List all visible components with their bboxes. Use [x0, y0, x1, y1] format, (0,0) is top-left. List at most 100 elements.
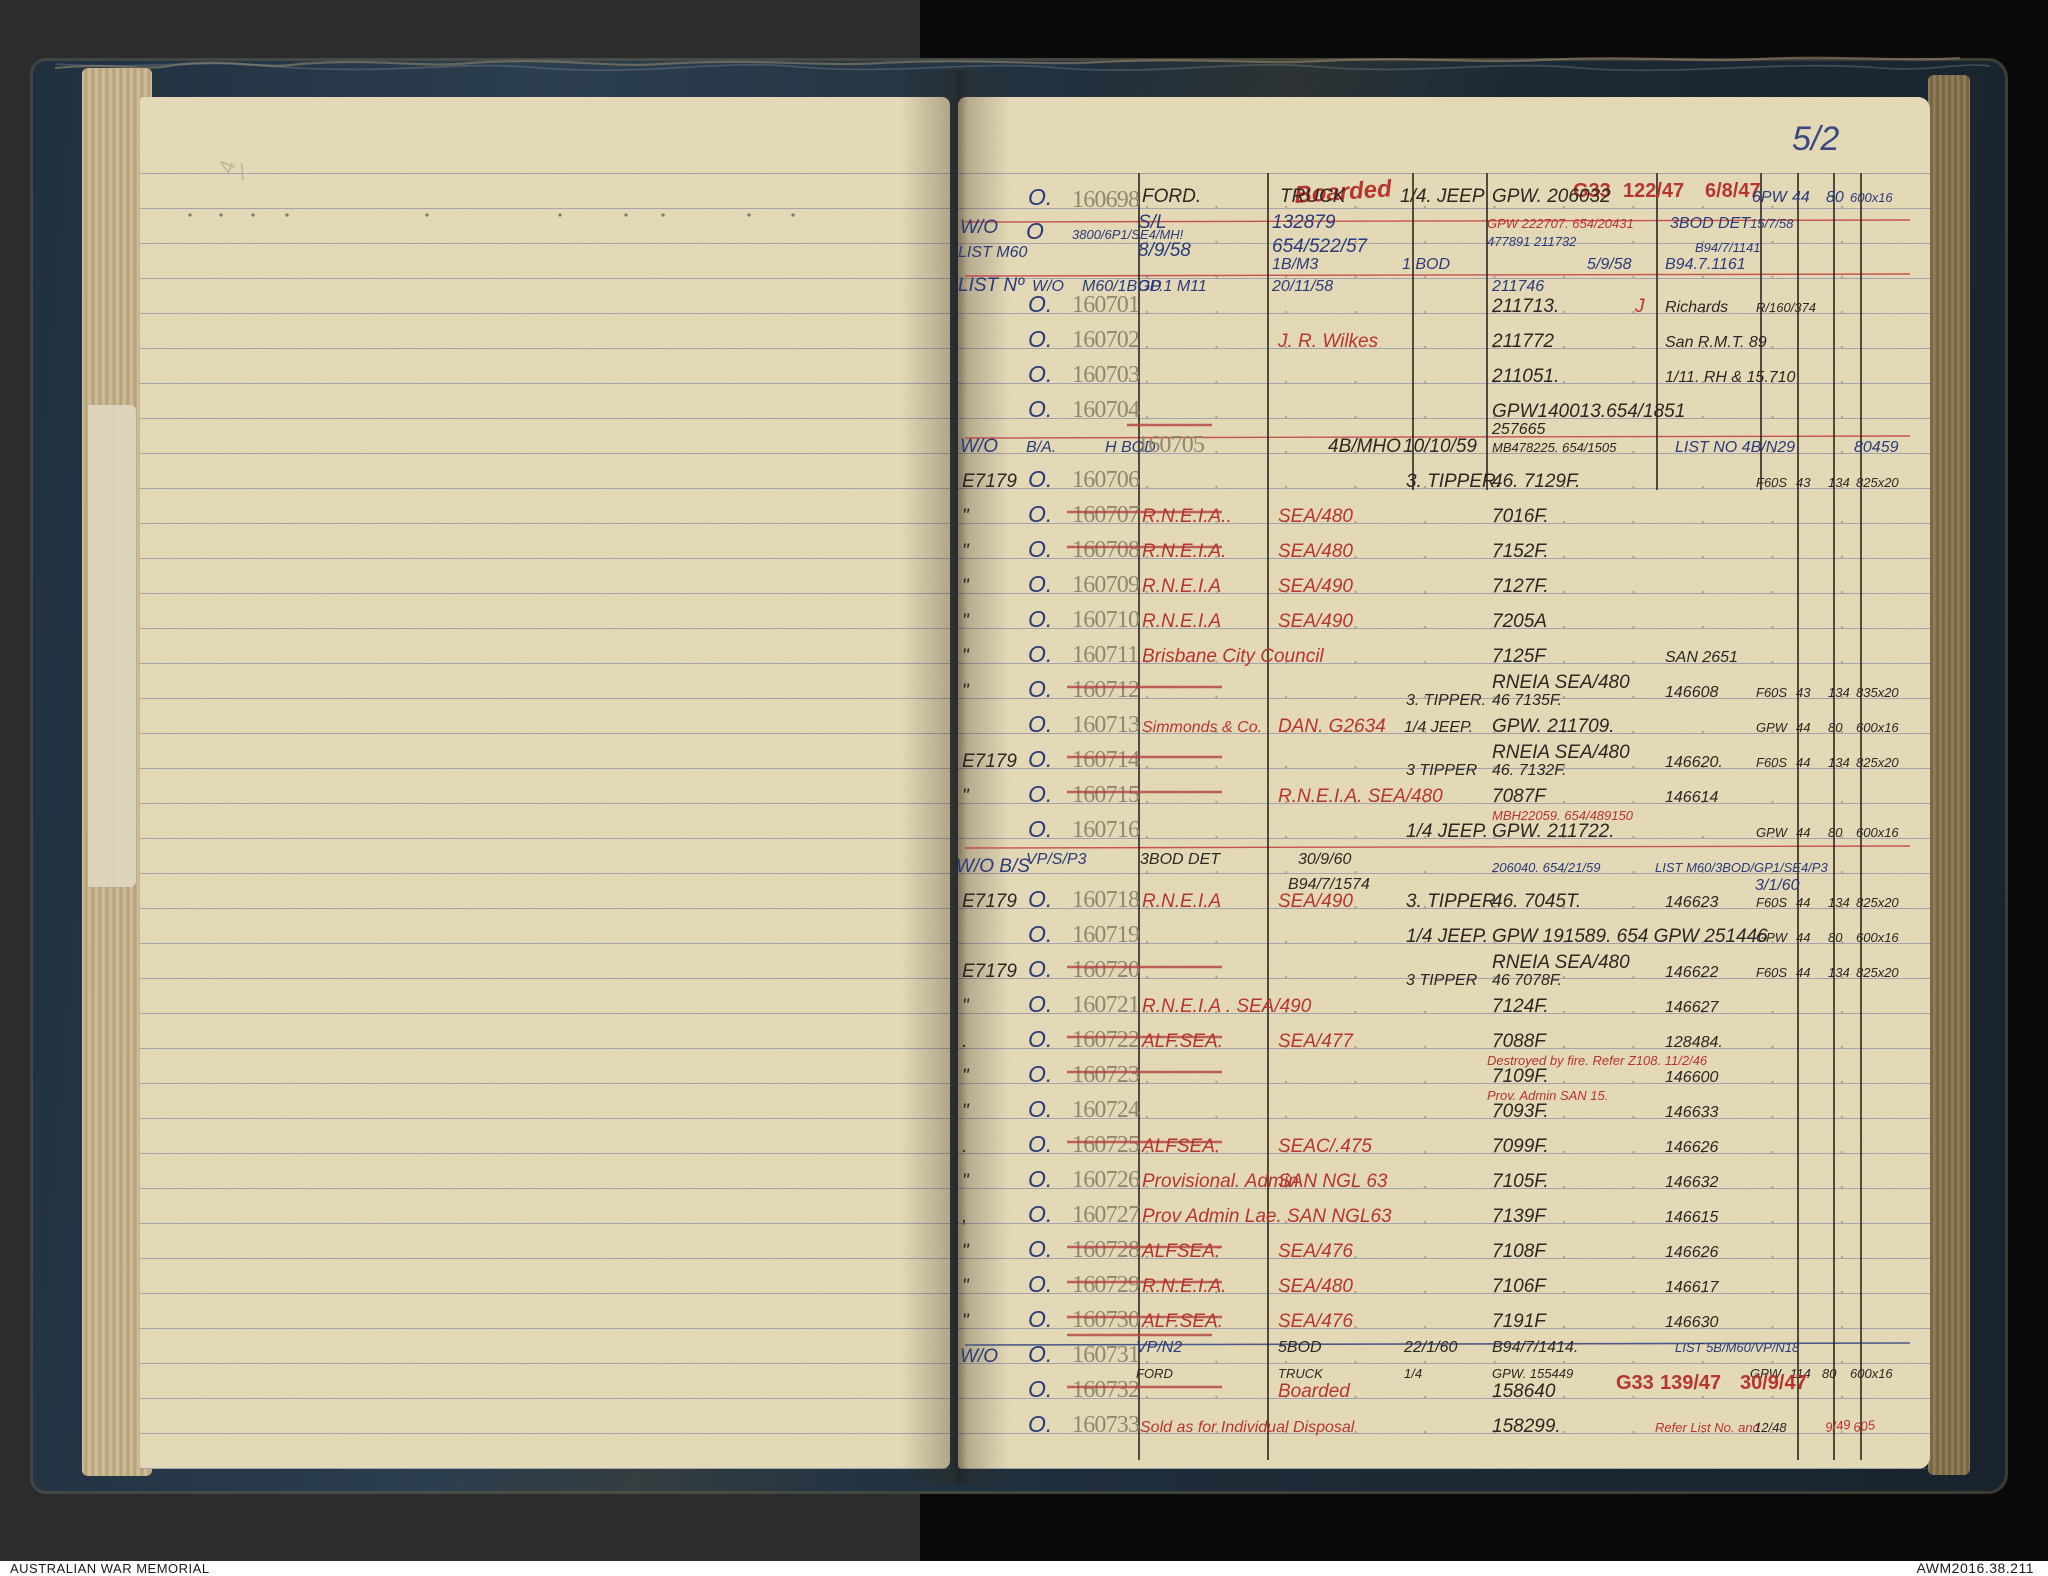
- svg-text:160724: 160724: [1072, 1097, 1140, 1123]
- svg-text:W/O: W/O: [960, 436, 998, 457]
- svg-text:146630: 146630: [1665, 1314, 1718, 1331]
- svg-text:605: 605: [1852, 1417, 1876, 1435]
- svg-text:Prov. Admin SAN 15.: Prov. Admin SAN 15.: [1487, 1088, 1608, 1103]
- svg-text:146614: 146614: [1665, 789, 1718, 806]
- svg-text:7139F: 7139F: [1492, 1206, 1547, 1227]
- svg-text:46. 7129F.: 46. 7129F.: [1492, 471, 1580, 492]
- svg-text:B94/7/1414.: B94/7/1414.: [1492, 1339, 1578, 1356]
- svg-text:DAN. G2634: DAN. G2634: [1278, 716, 1386, 737]
- svg-text:LIST 5B/M60/VP/N18: LIST 5B/M60/VP/N18: [1675, 1340, 1800, 1355]
- svg-text:160726: 160726: [1072, 1167, 1140, 1193]
- svg-text:GPW 191589. 654 GPW 251446: GPW 191589. 654 GPW 251446: [1492, 926, 1768, 947]
- svg-text:F60S: F60S: [1756, 965, 1787, 980]
- svg-text:7205A: 7205A: [1492, 611, 1547, 632]
- svg-text:5BOD: 5BOD: [1278, 1339, 1322, 1356]
- svg-text:80459: 80459: [1854, 439, 1899, 456]
- svg-text:160712: 160712: [1072, 677, 1139, 703]
- svg-text:160722: 160722: [1072, 1027, 1139, 1053]
- svg-text:1/4 JEEP.: 1/4 JEEP.: [1406, 926, 1488, 947]
- svg-text:477891 211732: 477891 211732: [1487, 234, 1577, 249]
- svg-text:80: 80: [1826, 189, 1844, 206]
- svg-text:160729: 160729: [1072, 1272, 1140, 1298]
- svg-text:SEA/480: SEA/480: [1278, 541, 1353, 562]
- svg-text:5/2: 5/2: [1792, 120, 1839, 158]
- svg-text:160705: 160705: [1137, 432, 1205, 458]
- svg-text:160698: 160698: [1072, 187, 1140, 213]
- svg-text:SEA/490: SEA/490: [1278, 891, 1353, 912]
- svg-text:O.: O.: [1028, 1341, 1052, 1367]
- svg-text:132879: 132879: [1272, 212, 1336, 233]
- svg-text:O.: O.: [1028, 571, 1052, 597]
- svg-text:LIST M60/3BOD/GP1/SE4/P3: LIST M60/3BOD/GP1/SE4/P3: [1655, 860, 1828, 875]
- svg-text:158299.: 158299.: [1492, 1416, 1561, 1437]
- svg-text:LIST NO 4B/N29: LIST NO 4B/N29: [1675, 439, 1795, 456]
- svg-text:R.N.E.I.A. SEA/480: R.N.E.I.A. SEA/480: [1278, 786, 1443, 807]
- svg-text:146608: 146608: [1665, 684, 1718, 701]
- svg-text:Prov Admin Lae. SAN NGL63: Prov Admin Lae. SAN NGL63: [1142, 1206, 1392, 1227]
- svg-text:134: 134: [1828, 895, 1850, 910]
- svg-text:": ": [962, 786, 970, 807]
- svg-text:7088F: 7088F: [1492, 1031, 1547, 1052]
- svg-text:ALFSEA:: ALFSEA:: [1141, 1241, 1220, 1262]
- svg-text:": ": [962, 646, 970, 667]
- svg-text:RNEIA SEA/480: RNEIA SEA/480: [1492, 742, 1630, 763]
- svg-text:146632: 146632: [1665, 1174, 1718, 1191]
- svg-text:211772: 211772: [1491, 331, 1554, 352]
- svg-text:": ": [962, 506, 970, 527]
- svg-text:O.: O.: [1028, 184, 1052, 210]
- svg-text:160730: 160730: [1072, 1307, 1140, 1333]
- svg-text:Boarded: Boarded: [1278, 1381, 1351, 1402]
- svg-text:835x20: 835x20: [1856, 685, 1899, 700]
- svg-text:LIST Nº: LIST Nº: [958, 275, 1025, 296]
- svg-text:ALF.SEA.: ALF.SEA.: [1141, 1031, 1223, 1052]
- svg-text:O.: O.: [1028, 641, 1052, 667]
- svg-text:12/48: 12/48: [1754, 1420, 1787, 1435]
- svg-text:O.: O.: [1028, 676, 1052, 702]
- svg-text:GPW: GPW: [1756, 930, 1789, 945]
- svg-text:LIST M60: LIST M60: [958, 244, 1027, 261]
- svg-text:10/10/59: 10/10/59: [1403, 436, 1477, 457]
- svg-text:600x16: 600x16: [1850, 190, 1893, 205]
- svg-text:44: 44: [1796, 825, 1810, 840]
- svg-text:": ": [962, 611, 970, 632]
- svg-text:3BOD DET: 3BOD DET: [1670, 215, 1751, 232]
- svg-text:7087F: 7087F: [1492, 786, 1547, 807]
- svg-text:20/11/58: 20/11/58: [1271, 278, 1333, 295]
- svg-text:160727: 160727: [1072, 1202, 1140, 1228]
- svg-text:R.N.E.I.A.: R.N.E.I.A.: [1142, 541, 1226, 562]
- svg-text:": ": [962, 1276, 970, 1297]
- svg-text:J. R. Wilkes: J. R. Wilkes: [1277, 331, 1379, 352]
- svg-text:134: 134: [1828, 755, 1850, 770]
- svg-text:O.: O.: [1028, 746, 1052, 772]
- svg-text:44: 44: [1796, 720, 1810, 735]
- svg-text:": ": [962, 576, 970, 597]
- svg-text:1/4 JEEP.: 1/4 JEEP.: [1406, 821, 1488, 842]
- svg-text:160716: 160716: [1072, 817, 1140, 843]
- svg-text:GPW. 211722.: GPW. 211722.: [1492, 821, 1615, 842]
- svg-text:O.: O.: [1028, 1131, 1052, 1157]
- svg-text:F60S: F60S: [1756, 895, 1787, 910]
- svg-text:146623: 146623: [1665, 894, 1718, 911]
- svg-text:Richards: Richards: [1665, 299, 1728, 316]
- svg-text:SEAC/.475: SEAC/.475: [1278, 1136, 1372, 1157]
- svg-text:160723: 160723: [1072, 1062, 1140, 1088]
- svg-text:O.: O.: [1028, 1166, 1052, 1192]
- svg-text:SAN NGL 63: SAN NGL 63: [1278, 1171, 1388, 1192]
- svg-text:MBH22059. 654/489150: MBH22059. 654/489150: [1492, 808, 1634, 823]
- svg-text:7016F.: 7016F.: [1492, 506, 1549, 527]
- svg-text:O: O: [1026, 218, 1044, 244]
- svg-text:160703: 160703: [1072, 362, 1140, 388]
- svg-text:1/11. RH & 15.710: 1/11. RH & 15.710: [1665, 369, 1796, 386]
- svg-text:160707: 160707: [1072, 502, 1140, 528]
- svg-text:46 7078F.: 46 7078F.: [1492, 972, 1562, 989]
- svg-text:O.: O.: [1028, 606, 1052, 632]
- svg-text:3 TIPPER: 3 TIPPER: [1406, 762, 1478, 779]
- svg-text:3/1/60: 3/1/60: [1755, 877, 1800, 894]
- svg-text:600x16: 600x16: [1856, 930, 1899, 945]
- svg-text:G33: G33: [1616, 1372, 1654, 1394]
- svg-text:,: ,: [962, 1206, 967, 1227]
- svg-text:Brisbane City Council: Brisbane City Council: [1142, 646, 1324, 667]
- svg-text:W/O: W/O: [960, 1346, 998, 1367]
- svg-text:825x20: 825x20: [1856, 895, 1899, 910]
- svg-text:O.: O.: [1028, 1096, 1052, 1122]
